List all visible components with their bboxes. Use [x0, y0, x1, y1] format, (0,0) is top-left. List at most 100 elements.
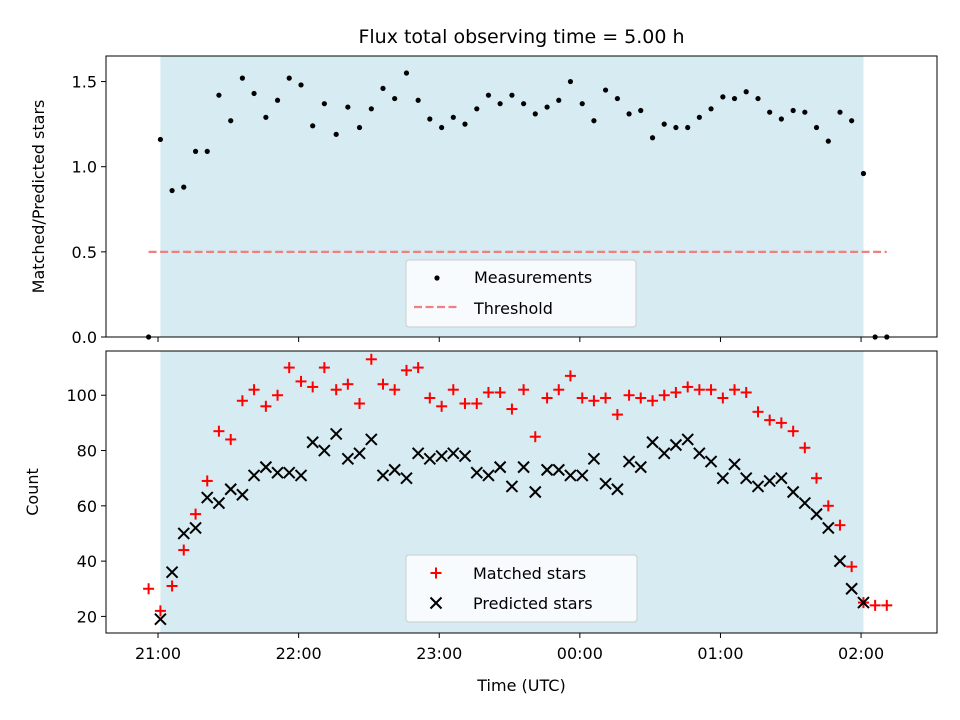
measurement-point — [263, 114, 269, 120]
matched-star-point — [318, 362, 330, 374]
top-legend: Measurements Threshold — [405, 259, 637, 328]
matched-star-point — [295, 375, 307, 387]
measurement-point — [485, 92, 492, 98]
bottom-legend-matched-label: Matched stars — [473, 564, 586, 583]
predicted-star-point — [775, 471, 788, 485]
matched-star-point — [553, 384, 565, 396]
measurement-point — [849, 118, 855, 124]
predicted-star-point — [271, 466, 284, 479]
matched-star-point — [412, 362, 424, 374]
measurement-point — [216, 92, 222, 98]
measurement-point — [239, 75, 245, 81]
measurement-point — [532, 111, 538, 117]
matched-star-point — [365, 353, 377, 365]
predicted-star-point — [681, 433, 694, 446]
measurement-point — [450, 114, 456, 120]
predicted-star-point — [201, 491, 214, 504]
matched-star-point — [494, 386, 506, 398]
predicted-star-point — [634, 460, 647, 474]
measurement-point — [602, 87, 609, 93]
matched-star-point — [623, 389, 635, 401]
measurement-point — [567, 78, 574, 85]
measurement-point — [837, 109, 843, 115]
measurement-point — [497, 101, 503, 107]
bottom-y-tick-label: 40 — [77, 552, 97, 571]
measurement-point — [403, 70, 410, 76]
predicted-star-point — [833, 554, 847, 568]
matched-star-point — [225, 433, 237, 445]
matched-star-point — [740, 386, 752, 398]
predicted-star-point — [646, 436, 659, 449]
matched-star-point — [154, 605, 166, 617]
predicted-star-point — [411, 447, 425, 460]
matched-star-point — [436, 400, 448, 412]
predicted-star-point — [622, 455, 636, 468]
matched-star-point — [166, 580, 178, 592]
matched-star-point — [201, 475, 213, 487]
measurement-point — [614, 95, 620, 102]
matched-star-point — [869, 599, 881, 611]
measurement-point — [544, 104, 550, 110]
predicted-star-point — [247, 469, 261, 482]
predicted-star-point — [728, 458, 741, 471]
matched-star-point — [881, 599, 893, 611]
bottom-legend-box — [405, 554, 638, 623]
matched-star-point — [799, 442, 811, 454]
matched-star-point — [143, 583, 155, 595]
measurement-point — [521, 101, 527, 107]
top-y-tick-label: 1.5 — [72, 73, 97, 92]
predicted-star-point — [564, 469, 577, 482]
measurement-point — [802, 109, 808, 115]
matched-star-point — [377, 378, 389, 390]
predicted-star-point — [611, 483, 624, 496]
predicted-star-point — [447, 447, 460, 460]
predicted-star-point — [493, 460, 507, 474]
matched-star-point — [787, 425, 799, 437]
predicted-star-point — [224, 483, 237, 496]
matched-star-point — [588, 395, 600, 407]
predicted-star-point — [470, 466, 483, 479]
measurement-point — [591, 118, 597, 124]
predicted-star-point — [329, 427, 343, 441]
bottom-legend-predicted-marker — [429, 596, 443, 610]
matched-star-point — [482, 386, 494, 398]
matched-star-point — [541, 392, 553, 404]
predicted-star-point — [318, 444, 331, 457]
measurement-point — [462, 121, 468, 127]
predicted-star-point — [400, 471, 413, 485]
top-y-axis-label: Matched/Predicted stars — [29, 100, 48, 294]
matched-star-point — [272, 389, 284, 401]
measurement-point — [825, 138, 831, 144]
predicted-star-point — [165, 565, 179, 579]
measurement-point — [696, 114, 702, 120]
predicted-star-point — [751, 480, 765, 493]
matched-star-point — [693, 384, 705, 396]
measurement-point — [356, 124, 363, 131]
predicted-star-point — [540, 463, 554, 477]
predicted-star-point — [798, 496, 812, 510]
matched-star-point — [400, 364, 412, 376]
measurement-point — [649, 135, 656, 141]
matched-star-point — [611, 409, 623, 421]
matched-star-point — [658, 389, 670, 401]
measurement-point — [157, 136, 164, 143]
measurement-point — [767, 109, 773, 115]
top-plot-frame — [105, 55, 938, 338]
measurement-point — [345, 104, 351, 110]
bottom-x-tick-label: 02:00 — [838, 644, 884, 663]
predicted-star-point — [423, 452, 437, 466]
matched-star-point — [635, 392, 647, 404]
bottom-legend: Matched stars Predicted stars — [405, 554, 638, 623]
bottom-x-tick-label: 00:00 — [557, 644, 603, 663]
matched-star-point — [424, 392, 436, 404]
predicted-star-point — [294, 469, 308, 482]
bottom-legend-matched-marker — [430, 567, 442, 579]
measurement-point — [310, 123, 316, 129]
measurement-point — [638, 107, 644, 114]
matched-star-point — [846, 561, 858, 573]
measurement-point — [860, 170, 867, 177]
matched-star-point — [330, 384, 342, 396]
bottom-y-tick-label: 80 — [77, 442, 97, 461]
measurement-point — [368, 106, 374, 112]
